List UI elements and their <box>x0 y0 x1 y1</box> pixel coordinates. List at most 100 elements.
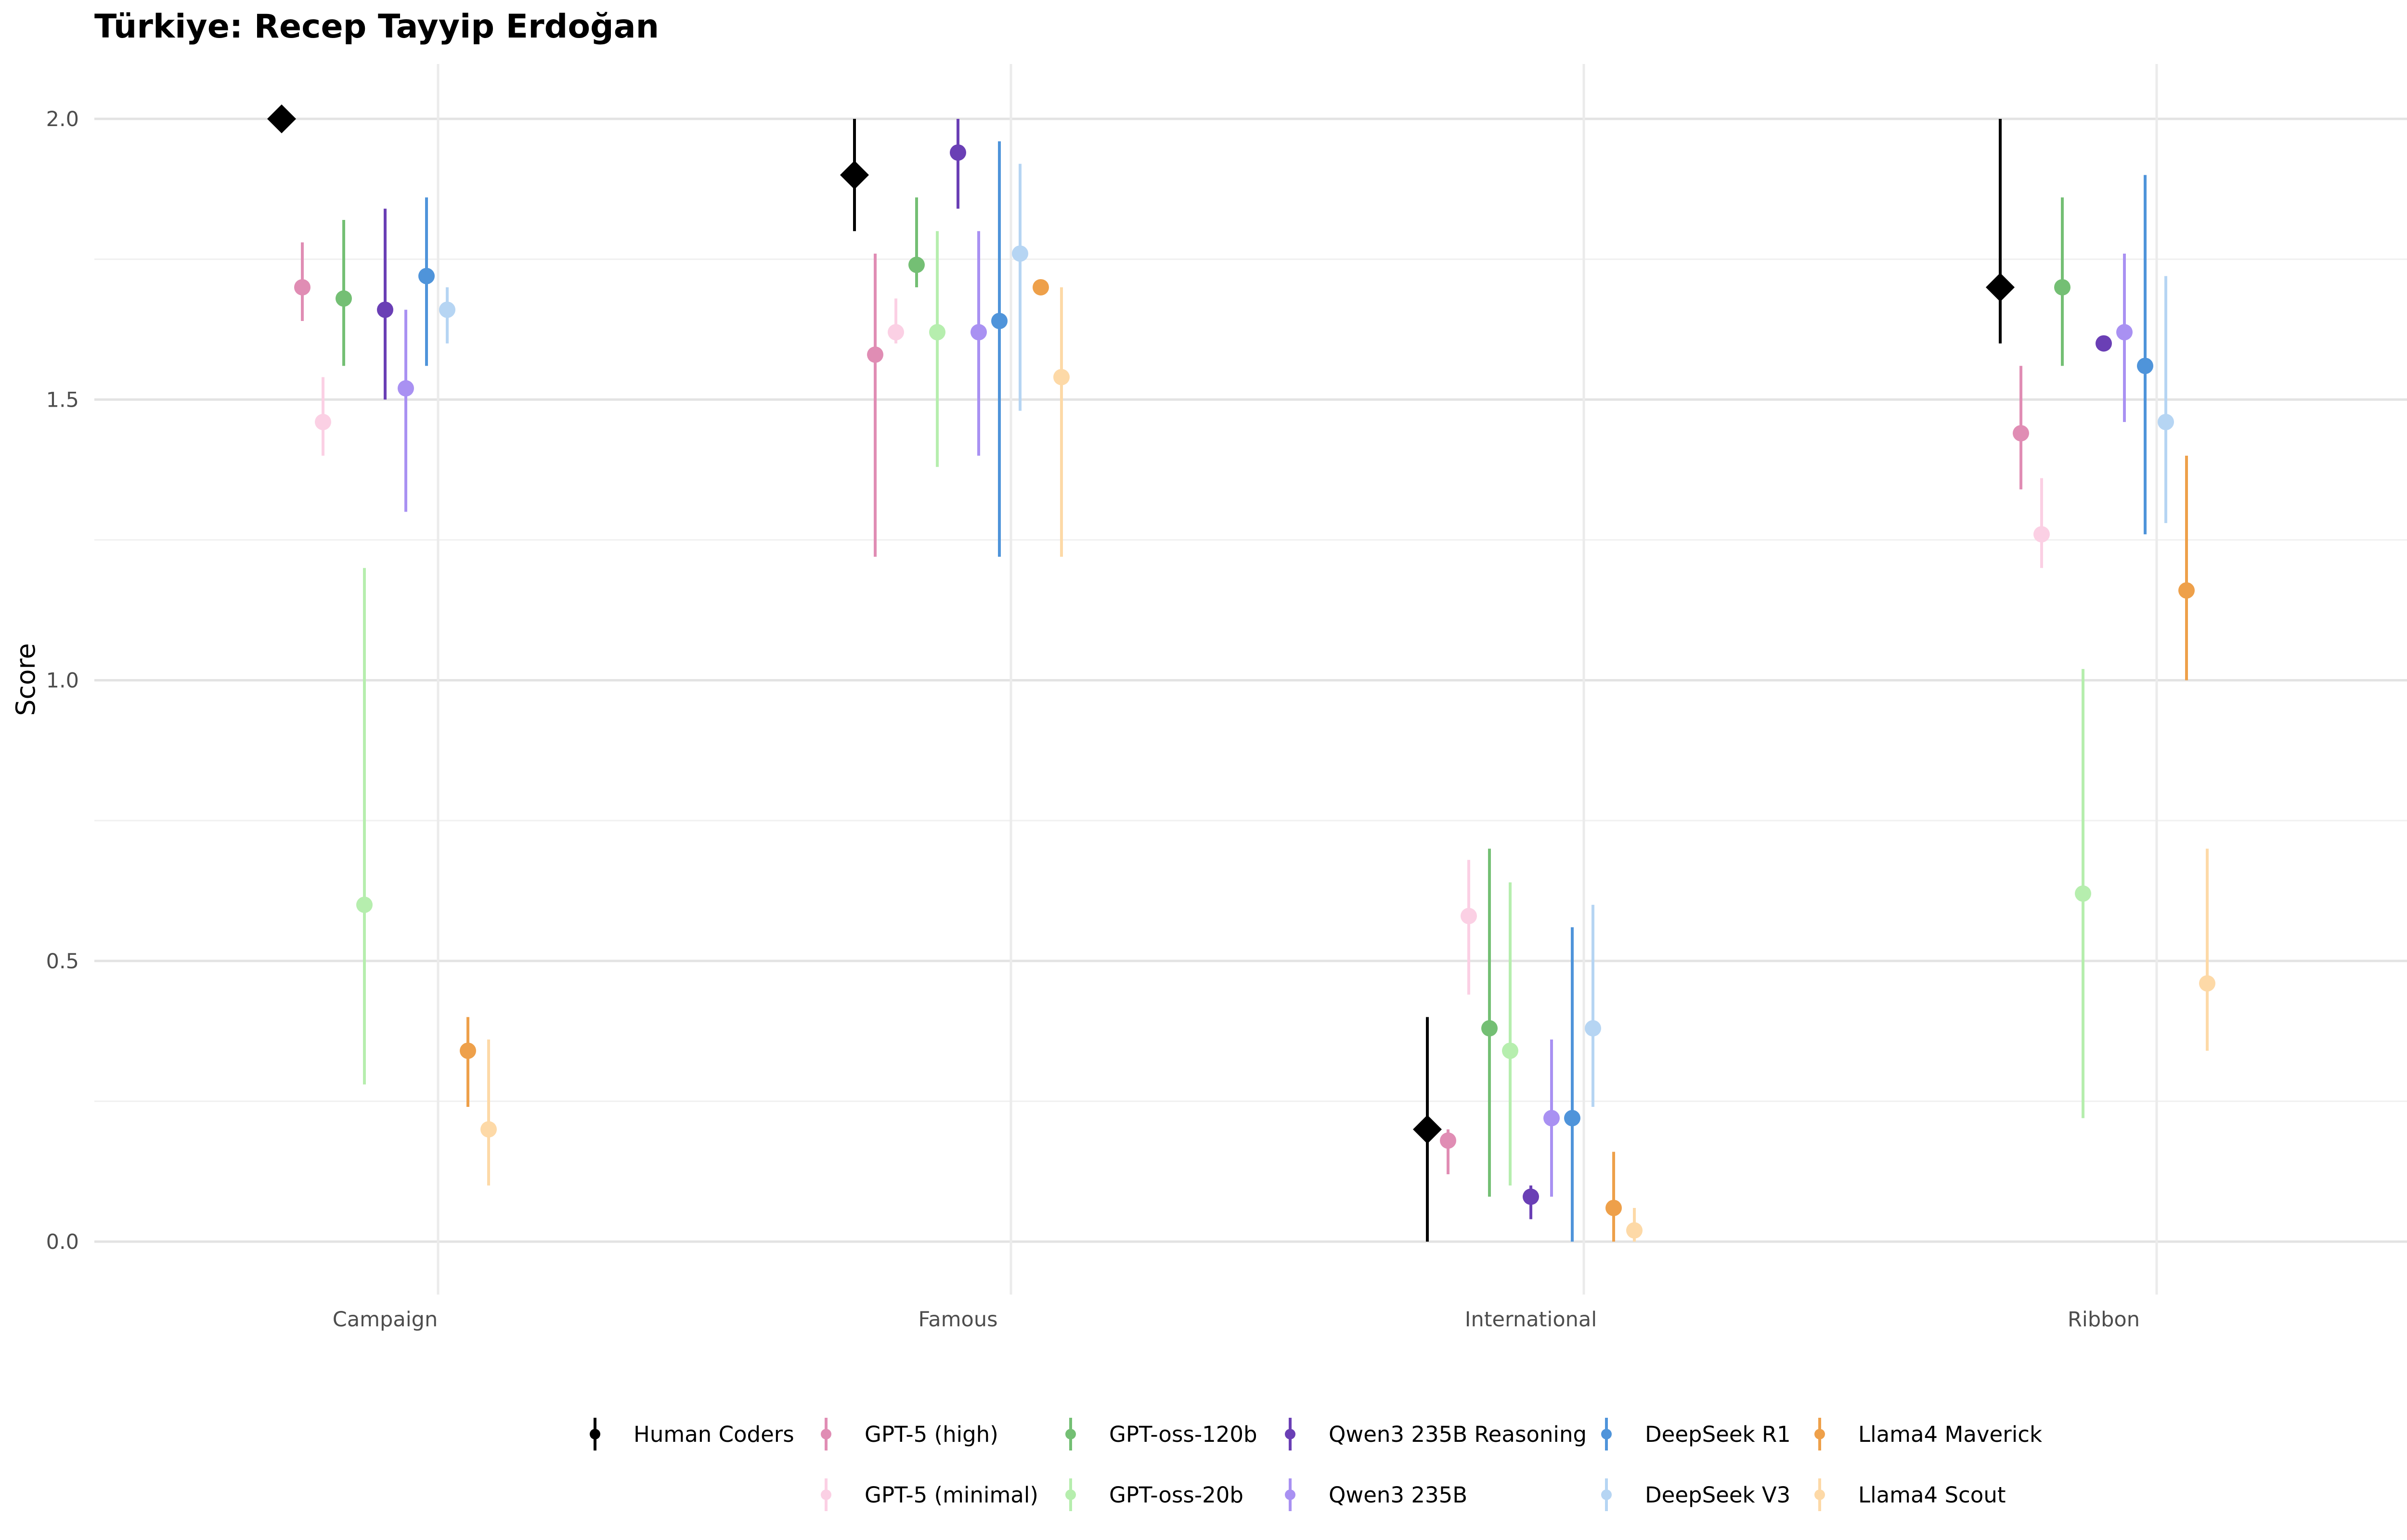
data-point <box>950 144 966 161</box>
legend-label: GPT-oss-120b <box>1109 1422 1257 1447</box>
series-deepseek-r1 <box>418 141 2153 1242</box>
data-point <box>480 1121 497 1138</box>
data-point <box>377 301 393 318</box>
legend-item: Qwen3 235B <box>1285 1478 1467 1511</box>
legend-item: Llama4 Maverick <box>1814 1418 2042 1450</box>
y-tick-label: 2.0 <box>46 107 79 131</box>
series-gpt-5-minimal- <box>315 298 2050 995</box>
data-point <box>1461 908 1477 924</box>
legend-item: GPT-oss-120b <box>1065 1418 1257 1450</box>
series-human-coders <box>267 104 2015 1242</box>
data-point <box>398 380 414 397</box>
data-point <box>929 324 945 341</box>
y-tick-label: 1.0 <box>46 669 79 693</box>
legend-label: GPT-5 (minimal) <box>865 1482 1038 1508</box>
legend-key-dot <box>821 1429 831 1439</box>
y-tick-label: 1.5 <box>46 388 79 412</box>
legend-label: Qwen3 235B <box>1329 1482 1467 1508</box>
legend-key-dot <box>590 1429 600 1439</box>
legend-key-dot <box>1285 1489 1295 1500</box>
data-point <box>294 279 311 295</box>
data-point <box>315 413 331 430</box>
series-gpt-oss-20b <box>356 231 2091 1186</box>
legend-label: Llama4 Scout <box>1858 1482 2006 1508</box>
data-point <box>2013 425 2029 442</box>
legend-label: GPT-5 (high) <box>865 1422 998 1447</box>
plot-marks <box>267 104 2215 1242</box>
legend-key-dot <box>1601 1429 1612 1439</box>
legend-key-dot <box>1285 1429 1295 1439</box>
x-tick-label: International <box>1465 1308 1597 1332</box>
data-point <box>1053 369 1070 385</box>
legend-key-dot <box>1601 1489 1612 1500</box>
series-llama4-scout <box>480 287 2215 1242</box>
data-point <box>1543 1110 1560 1127</box>
data-point <box>1502 1042 1518 1059</box>
legend-key-dot <box>1065 1429 1076 1439</box>
data-point <box>1564 1110 1580 1127</box>
data-point <box>867 346 883 363</box>
data-point <box>2054 279 2071 295</box>
y-tick-label: 0.0 <box>46 1230 79 1254</box>
legend-key-dot <box>1065 1489 1076 1500</box>
x-tick-label: Campaign <box>333 1308 438 1332</box>
chart-title: Türkiye: Recep Tayyip Erdoğan <box>94 8 659 46</box>
x-tick-label: Famous <box>919 1308 998 1332</box>
data-point <box>1033 279 1049 295</box>
data-point <box>267 104 296 133</box>
legend-item: GPT-5 (minimal) <box>821 1478 1038 1511</box>
series-llama4-maverick <box>460 279 2195 1242</box>
x-axis-ticks: Campaign Famous International Ribbon <box>333 1308 2140 1332</box>
series-deepseek-v3 <box>439 164 2174 1107</box>
data-point <box>460 1042 476 1059</box>
grid <box>94 64 2407 1295</box>
data-point <box>1440 1132 1456 1149</box>
series-gpt-5-high- <box>294 242 2029 1175</box>
data-point <box>971 324 987 341</box>
legend-item: Qwen3 235B Reasoning <box>1285 1418 1587 1450</box>
data-point <box>888 324 904 341</box>
legend-item: GPT-oss-20b <box>1065 1478 1243 1511</box>
legend-item: Human Coders <box>590 1418 794 1450</box>
legend-label: Llama4 Maverick <box>1858 1422 2042 1447</box>
legend-item: DeepSeek R1 <box>1601 1418 1791 1450</box>
data-point <box>2116 324 2133 341</box>
y-axis-label: Score <box>11 643 41 716</box>
x-tick-label: Ribbon <box>2068 1308 2140 1332</box>
y-tick-label: 0.5 <box>46 950 79 974</box>
data-point <box>2199 975 2215 992</box>
legend-key-dot <box>821 1489 831 1500</box>
data-point <box>991 312 1008 329</box>
data-point <box>1012 245 1028 262</box>
data-point <box>1523 1188 1539 1205</box>
legend-label: Human Coders <box>634 1422 794 1447</box>
data-point <box>2096 335 2112 352</box>
legend-key-dot <box>1814 1489 1825 1500</box>
legend-key-dot <box>1814 1429 1825 1439</box>
data-point <box>840 160 869 190</box>
legend-item: GPT-5 (high) <box>821 1418 998 1450</box>
legend-label: GPT-oss-20b <box>1109 1482 1243 1508</box>
series-qwen3-235b-reasoning <box>377 119 2112 1219</box>
data-point <box>2033 526 2050 543</box>
series-gpt-oss-120b <box>336 197 2071 1197</box>
data-point <box>1413 1115 1442 1144</box>
data-point <box>1605 1200 1622 1217</box>
data-point <box>1626 1222 1643 1239</box>
y-axis-ticks: 0.0 0.5 1.0 1.5 2.0 <box>46 107 79 1254</box>
data-point <box>2158 413 2174 430</box>
data-point <box>1481 1020 1498 1037</box>
data-point <box>356 897 373 913</box>
legend-item: Llama4 Scout <box>1814 1478 2006 1511</box>
data-point <box>2178 582 2195 599</box>
legend: Human Coders GPT-5 (high) GPT-oss-120b Qwen… <box>590 1418 2042 1511</box>
data-point <box>1585 1020 1601 1037</box>
series-qwen3-235b <box>398 231 2133 1197</box>
data-point <box>439 301 455 318</box>
legend-label: DeepSeek V3 <box>1645 1482 1790 1508</box>
data-point <box>908 257 925 273</box>
legend-item: DeepSeek V3 <box>1601 1478 1790 1511</box>
data-point <box>336 290 352 307</box>
legend-label: DeepSeek R1 <box>1645 1422 1791 1447</box>
